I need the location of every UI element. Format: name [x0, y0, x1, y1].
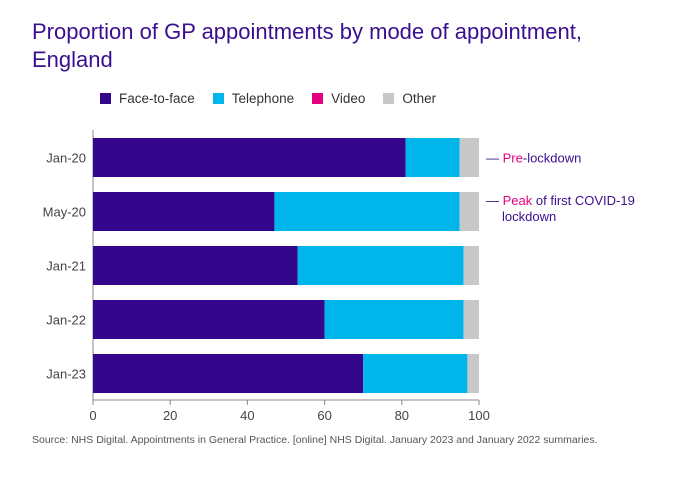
y-tick-label: Jan-20 — [46, 151, 86, 166]
bar-telephone-jan-23 — [363, 354, 468, 393]
bar-face-to-face-jan-21 — [93, 246, 298, 285]
bar-face-to-face-jan-23 — [93, 354, 364, 393]
y-tick-label: May-20 — [43, 205, 86, 220]
bar-other-jan-23 — [467, 354, 479, 393]
x-tick-label: 100 — [468, 408, 490, 423]
bar-other-may-20 — [459, 192, 479, 231]
x-tick-label: 40 — [240, 408, 254, 423]
x-tick-label: 60 — [317, 408, 331, 423]
legend-item-video: Video — [312, 91, 365, 106]
bar-face-to-face-jan-22 — [93, 300, 325, 339]
legend-item-telephone: Telephone — [212, 91, 295, 106]
bar-other-jan-20 — [459, 138, 479, 177]
legend-label: Face-to-face — [119, 91, 195, 106]
annotation-may-20: — Peak of first COVID-19 — [486, 193, 635, 208]
legend-label: Other — [402, 91, 437, 106]
bar-telephone-may-20 — [274, 192, 460, 231]
annotation-jan-20: — Pre-lockdown — [486, 151, 581, 166]
x-tick-label: 0 — [89, 408, 96, 423]
legend: Face-to-face Telephone Video Other — [100, 91, 436, 106]
legend-swatch — [212, 93, 224, 104]
bar-other-jan-22 — [463, 300, 479, 339]
legend-swatch — [100, 93, 111, 104]
x-tick-label: 20 — [163, 408, 177, 423]
chart-area: 0 20 40 60 80 100 Jan-20 May-20 Jan-21 Jan-22 Jan-… — [43, 130, 635, 423]
bar-face-to-face-jan-20 — [93, 138, 406, 177]
bar-telephone-jan-22 — [324, 300, 464, 339]
chart-title: Proportion of GP appointments by mode of… — [32, 19, 582, 72]
annotation-line2-may-20: lockdown — [502, 209, 556, 224]
legend-swatch — [383, 93, 395, 104]
source-note: Source: NHS Digital. Appointments in Gen… — [32, 434, 598, 446]
legend-item-other: Other — [383, 91, 436, 106]
legend-item-face-to-face: Face-to-face — [100, 91, 195, 106]
y-tick-label: Jan-21 — [46, 259, 86, 274]
x-tick-label: 80 — [395, 408, 409, 423]
bar-face-to-face-may-20 — [93, 192, 275, 231]
bar-telephone-jan-21 — [297, 246, 464, 285]
bar-telephone-jan-20 — [405, 138, 460, 177]
legend-label: Video — [331, 91, 366, 106]
legend-swatch — [312, 93, 324, 104]
y-tick-label: Jan-22 — [46, 313, 86, 328]
legend-label: Telephone — [231, 91, 295, 106]
y-tick-label: Jan-23 — [46, 367, 86, 382]
bar-other-jan-21 — [463, 246, 479, 285]
